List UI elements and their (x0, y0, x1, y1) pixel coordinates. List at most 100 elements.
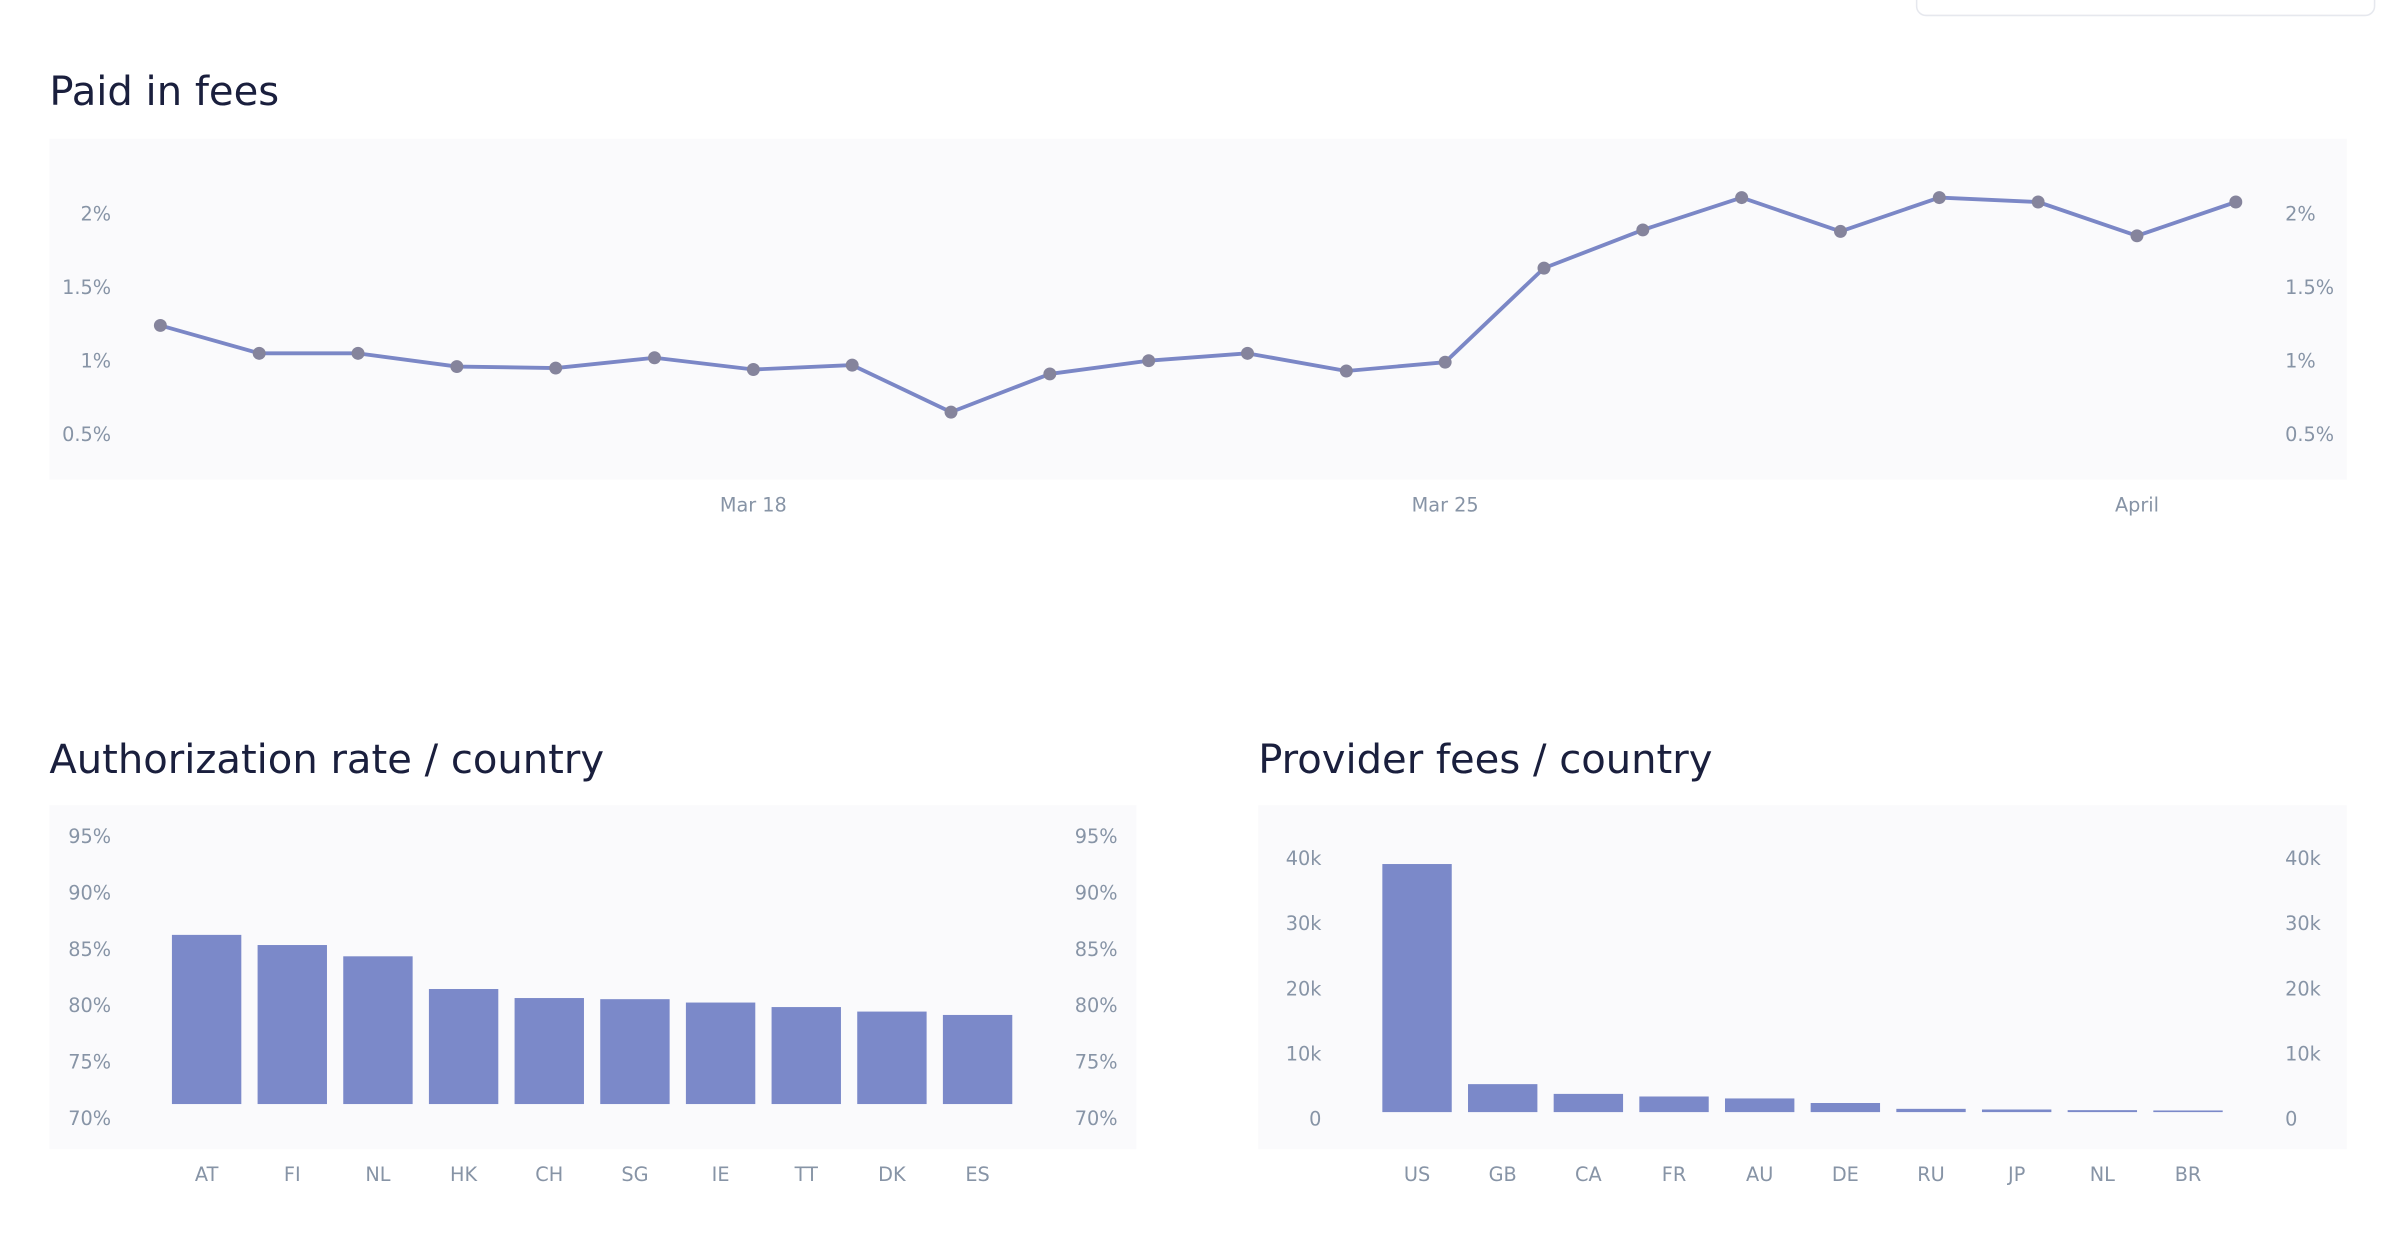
x-tick-label: NL (2090, 1163, 2115, 1186)
bar (1810, 1102, 1881, 1113)
bar (1639, 1096, 1709, 1113)
x-tick-label: TT (794, 1163, 818, 1186)
bar (257, 945, 327, 1105)
y-tick-label-right: 80% (1075, 994, 1118, 1017)
point (1339, 364, 1353, 378)
x-tick-label: HK (450, 1163, 478, 1186)
bar (2153, 1110, 2223, 1113)
point (153, 318, 167, 332)
point (351, 346, 365, 360)
point (2229, 195, 2243, 209)
y-tick-label: 10k (1286, 1042, 1323, 1065)
y-tick-label: 40k (1286, 847, 1323, 870)
x-tick-label: CH (535, 1163, 563, 1186)
point (648, 351, 661, 365)
bar (514, 998, 584, 1105)
x-tick-label: DK (878, 1163, 907, 1186)
y-tick-label: 2% (80, 203, 111, 226)
y-tick-label: 30k (1286, 912, 1323, 935)
x-tick-label: RU (1917, 1163, 1944, 1186)
point (2130, 229, 2144, 243)
y-tick-label-right: 40k (2285, 847, 2322, 870)
point (944, 405, 958, 419)
bar (600, 999, 670, 1105)
x-tick-label: ES (965, 1163, 989, 1186)
bar (1724, 1098, 1795, 1113)
point (1636, 223, 1650, 237)
x-tick-label: IE (712, 1163, 730, 1186)
x-tick-label: FI (284, 1163, 301, 1186)
bar (685, 1002, 756, 1105)
bar (1896, 1108, 1966, 1113)
bar (343, 956, 413, 1105)
y-tick-label: 95% (68, 825, 111, 848)
y-tick-label-right: 1% (2285, 350, 2316, 373)
y-tick-label-right: 20k (2285, 977, 2322, 1000)
y-tick-label-right: 75% (1075, 1051, 1118, 1074)
y-tick-label: 90% (68, 881, 111, 904)
point (1241, 346, 1254, 360)
point (1438, 355, 1452, 369)
y-tick-label-right: 70% (1075, 1107, 1118, 1130)
bar (857, 1011, 927, 1105)
y-tick-label-right: 0 (2285, 1107, 2297, 1130)
y-tick-label-right: 95% (1075, 825, 1118, 848)
y-tick-label: 80% (68, 994, 111, 1017)
x-tick-label: April (2115, 493, 2159, 516)
y-tick-label: 85% (68, 938, 111, 961)
y-tick-label-right: 10k (2285, 1042, 2322, 1065)
x-tick-label: CA (1575, 1163, 1602, 1186)
bar (1382, 864, 1452, 1113)
bar (171, 934, 242, 1105)
point (1932, 191, 1946, 205)
x-tick-label: GB (1489, 1163, 1517, 1186)
point (1142, 354, 1156, 368)
y-tick-label: 0 (1309, 1107, 1321, 1130)
y-tick-label-right: 0.5% (2285, 423, 2334, 446)
bar (942, 1014, 1013, 1105)
point (1834, 224, 1847, 238)
point (2031, 195, 2045, 209)
y-tick-label-right: 85% (1075, 938, 1118, 961)
x-tick-label: BR (2175, 1163, 2202, 1186)
point (1537, 261, 1551, 275)
bar (2067, 1110, 2138, 1113)
point (845, 358, 859, 372)
y-tick-label-right: 30k (2285, 912, 2322, 935)
bar (428, 989, 499, 1105)
x-tick-label: SG (621, 1163, 648, 1186)
x-tick-label: Mar 25 (1412, 493, 1479, 516)
popover-card (1915, 0, 2376, 17)
chart-title: Provider fees / country (1258, 737, 1712, 783)
x-tick-label: AU (1746, 1163, 1773, 1186)
bar (1981, 1109, 2052, 1113)
x-tick-label: NL (365, 1163, 390, 1186)
chart-title: Paid in fees (49, 69, 279, 115)
y-tick-label: 20k (1286, 977, 1323, 1000)
x-tick-label: AT (195, 1163, 219, 1186)
y-tick-label-right: 2% (2285, 203, 2316, 226)
y-tick-label: 75% (68, 1051, 111, 1074)
y-tick-label-right: 90% (1075, 881, 1118, 904)
plot-panel (49, 138, 2347, 480)
x-tick-label: JP (2007, 1163, 2025, 1186)
point (1735, 191, 1749, 205)
point (252, 346, 266, 360)
point (1043, 367, 1057, 381)
bar (1468, 1084, 1538, 1113)
chart-title: Authorization rate / country (49, 737, 604, 783)
x-tick-label: US (1404, 1163, 1430, 1186)
y-tick-label: 0.5% (62, 423, 111, 446)
line (159, 195, 2237, 415)
y-tick-label: 1.5% (62, 276, 111, 299)
bar (771, 1007, 841, 1105)
x-tick-label: FR (1662, 1163, 1686, 1186)
point (450, 360, 464, 374)
y-tick-label: 70% (68, 1107, 111, 1130)
y-tick-label: 1% (80, 350, 111, 373)
y-tick-label-right: 1.5% (2285, 276, 2334, 299)
point (746, 363, 760, 376)
bar (1553, 1093, 1624, 1113)
